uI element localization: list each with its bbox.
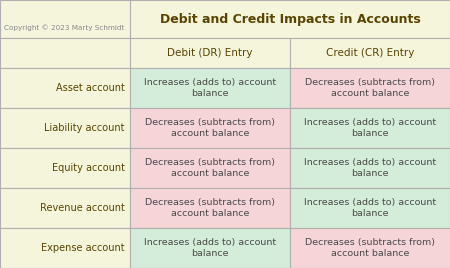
Text: Decreases (subtracts from)
account balance: Decreases (subtracts from) account balan…: [145, 198, 275, 218]
Bar: [0, 228, 130, 268]
Text: Decreases (subtracts from)
account balance: Decreases (subtracts from) account balan…: [305, 78, 435, 98]
Text: Debit and Credit Impacts in Accounts: Debit and Credit Impacts in Accounts: [160, 13, 420, 25]
Text: Liability account: Liability account: [45, 123, 125, 133]
Text: Revenue account: Revenue account: [40, 203, 125, 213]
Text: Debit (DR) Entry: Debit (DR) Entry: [167, 48, 253, 58]
Bar: [0, 68, 130, 108]
Bar: [290, 228, 450, 268]
Bar: [130, 38, 290, 68]
Text: Copyright © 2023 Marty Schmidt: Copyright © 2023 Marty Schmidt: [4, 24, 124, 31]
Bar: [290, 188, 450, 228]
Text: Increases (adds to) account
balance: Increases (adds to) account balance: [144, 78, 276, 98]
Bar: [130, 188, 290, 228]
Text: Decreases (subtracts from)
account balance: Decreases (subtracts from) account balan…: [145, 118, 275, 138]
Bar: [130, 148, 290, 188]
Text: Asset account: Asset account: [56, 83, 125, 93]
Bar: [0, 188, 130, 228]
Text: Equity account: Equity account: [52, 163, 125, 173]
Text: Increases (adds to) account
balance: Increases (adds to) account balance: [304, 158, 436, 178]
Text: Decreases (subtracts from)
account balance: Decreases (subtracts from) account balan…: [145, 158, 275, 178]
Bar: [130, 0, 450, 38]
Bar: [290, 68, 450, 108]
Bar: [0, 38, 130, 68]
Text: Increases (adds to) account
balance: Increases (adds to) account balance: [304, 198, 436, 218]
Bar: [0, 148, 130, 188]
Bar: [130, 228, 290, 268]
Bar: [290, 108, 450, 148]
Text: Expense account: Expense account: [41, 243, 125, 253]
Text: Credit (CR) Entry: Credit (CR) Entry: [326, 48, 414, 58]
Bar: [290, 38, 450, 68]
Bar: [290, 148, 450, 188]
Bar: [0, 0, 130, 38]
Bar: [130, 108, 290, 148]
Text: Increases (adds to) account
balance: Increases (adds to) account balance: [304, 118, 436, 138]
Bar: [130, 68, 290, 108]
Text: Decreases (subtracts from)
account balance: Decreases (subtracts from) account balan…: [305, 238, 435, 258]
Text: Increases (adds to) account
balance: Increases (adds to) account balance: [144, 238, 276, 258]
Bar: [0, 108, 130, 148]
